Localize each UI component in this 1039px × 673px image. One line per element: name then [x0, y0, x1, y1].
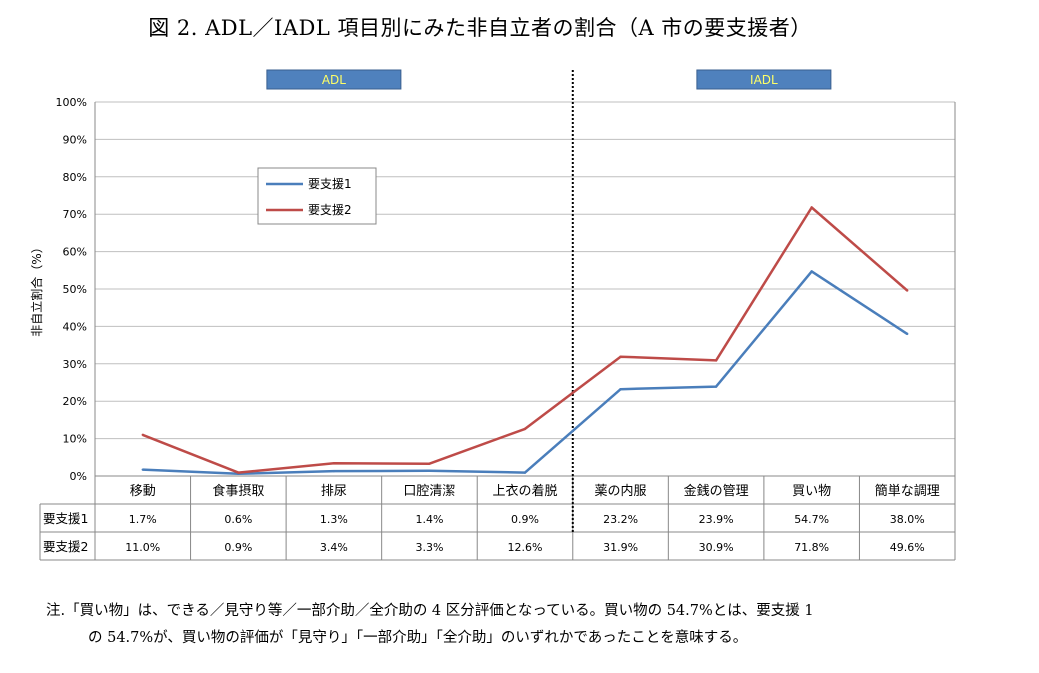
y-tick-label: 10% [63, 433, 87, 446]
data-label: 30.9% [699, 541, 734, 554]
data-point [332, 462, 336, 465]
data-point [141, 433, 144, 437]
data-point [714, 359, 718, 362]
data-point [619, 388, 622, 391]
x-tick-label: 口腔清潔 [403, 484, 455, 499]
y-tick-label: 40% [63, 320, 87, 333]
chart-title: 図 2. ADL／IADL 項目別にみた非自立者の割合（A 市の要支援者） [148, 16, 812, 40]
data-point [428, 462, 431, 465]
footnote: 注.「買い物」は、できる／見守り等／一部介助／全介助の 4 区分評価となっている… [46, 598, 1016, 652]
data-label: 54.7% [794, 513, 829, 526]
data-point [141, 468, 144, 471]
section-label-box-iadl [696, 69, 832, 90]
data-label: 71.8% [794, 541, 829, 554]
data-label: 38.0% [890, 513, 925, 526]
data-label: 1.3% [320, 513, 348, 526]
data-point [428, 469, 431, 472]
x-tick-label: 移動 [130, 484, 156, 499]
x-tick-label: 薬の内服 [595, 483, 647, 499]
x-tick-label: 金銭の管理 [684, 483, 749, 499]
data-point [714, 385, 718, 388]
footnote-line-1: 注.「買い物」は、できる／見守り等／一部介助／全介助の 4 区分評価となっている… [46, 603, 814, 619]
y-tick-label: 0% [70, 470, 87, 483]
data-point [523, 471, 527, 474]
legend-label-2: 要支援2 [308, 203, 352, 217]
y-axis-label: 非自立割合（%） [29, 241, 44, 336]
series-line-1 [142, 270, 908, 476]
y-tick-label: 60% [63, 246, 87, 259]
data-label: 0.9% [511, 513, 539, 526]
data-point [523, 427, 527, 431]
data-label: 0.6% [224, 513, 252, 526]
legend-label-1: 要支援1 [308, 177, 352, 191]
y-tick-label: 70% [63, 208, 87, 221]
x-tick-label: 排尿 [321, 484, 347, 499]
footnote-line-2: の 54.7%が、買い物の評価が「見守り」「一部介助」「全介助」のいずれかであっ… [88, 630, 748, 646]
data-label: 1.4% [415, 513, 443, 526]
data-label: 23.9% [699, 513, 734, 526]
y-tick-label: 90% [63, 133, 87, 146]
data-label: 3.4% [320, 541, 348, 554]
y-tick-label: 100% [56, 96, 87, 109]
series-line-2 [142, 206, 909, 474]
section-label-adl: ADL [322, 73, 346, 87]
data-point [810, 270, 813, 273]
data-point [619, 355, 622, 358]
legend-box [257, 167, 377, 225]
chart: 0% 10% 20% 30% 40% 50% 60% 70% 80% 90% 100% 非自立割合（%… [29, 69, 956, 561]
data-point [810, 206, 813, 209]
data-point [237, 471, 240, 474]
table-row-header: 要支援2 [43, 539, 88, 554]
section-label-box-adl [266, 69, 402, 90]
data-label: 12.6% [508, 541, 543, 554]
y-tick-label: 20% [63, 395, 87, 408]
data-label: 49.6% [890, 541, 925, 554]
y-tick-label: 80% [63, 171, 87, 184]
data-label: 31.9% [603, 541, 638, 554]
data-label: 3.3% [415, 541, 443, 554]
y-tick-label: 30% [63, 358, 87, 371]
x-tick-label: 食事摂取 [212, 483, 264, 499]
x-tick-label: 上衣の着脱 [492, 483, 557, 499]
data-label: 0.9% [224, 541, 252, 554]
table-row-header: 要支援1 [43, 511, 88, 526]
data-point [332, 469, 336, 473]
x-tick-label: 買い物 [792, 484, 831, 499]
data-label: 23.2% [603, 513, 638, 526]
data-point [906, 289, 909, 292]
section-label-iadl: IADL [750, 73, 778, 87]
data-point [906, 332, 909, 336]
data-label: 11.0% [125, 541, 160, 554]
data-label: 1.7% [129, 513, 157, 526]
y-tick-label: 50% [63, 283, 87, 296]
x-tick-label: 簡単な調理 [875, 483, 940, 499]
